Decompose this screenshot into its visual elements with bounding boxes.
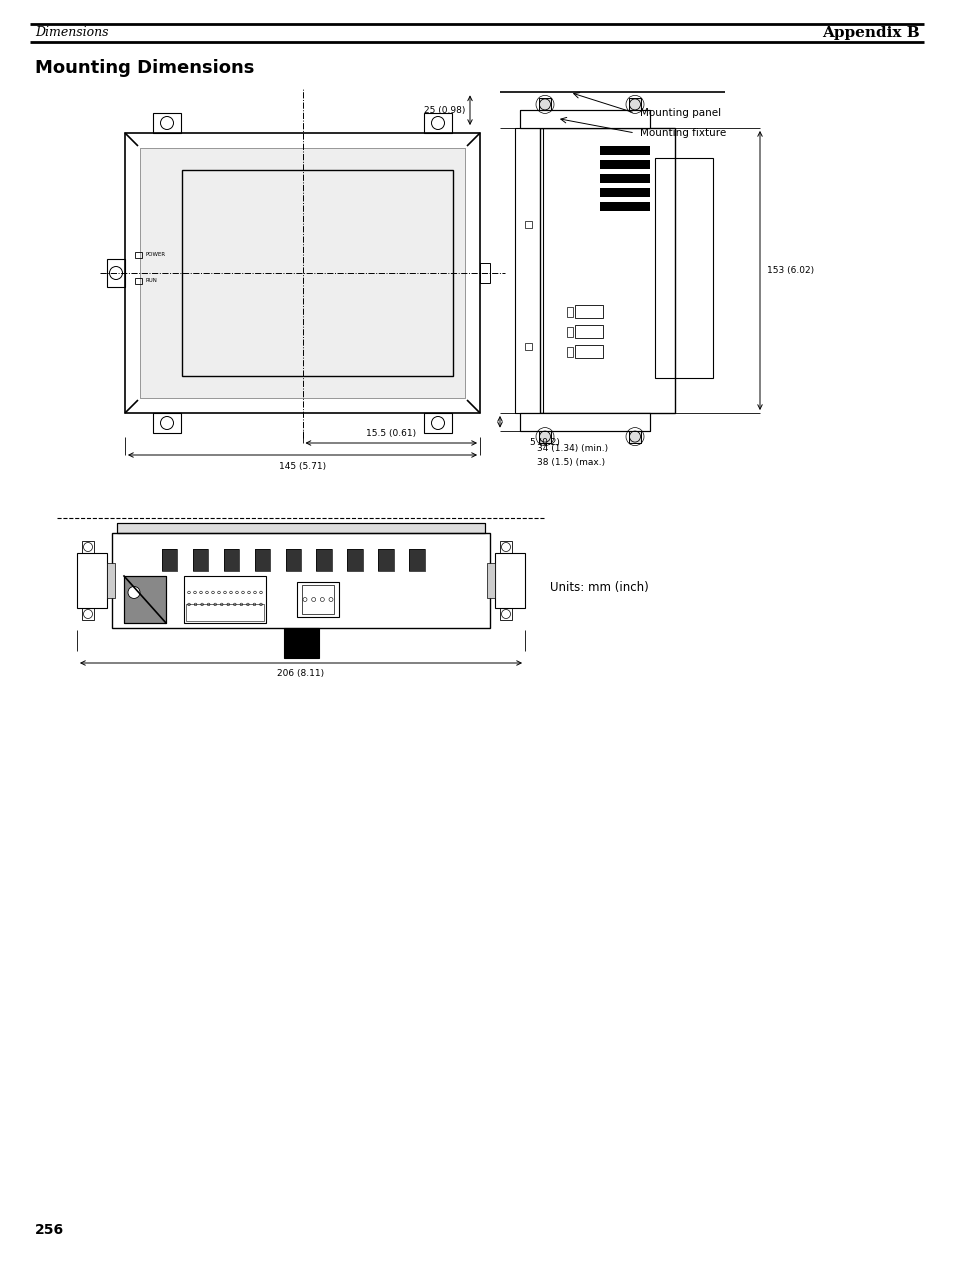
Bar xyxy=(423,113,452,133)
Bar xyxy=(575,325,602,339)
Bar xyxy=(538,431,551,443)
Bar xyxy=(599,160,649,169)
Bar xyxy=(152,413,181,432)
Bar xyxy=(112,533,490,628)
Bar xyxy=(193,549,208,571)
Bar xyxy=(566,347,573,358)
Text: Dimensions: Dimensions xyxy=(35,27,109,39)
Bar xyxy=(254,549,270,571)
Bar xyxy=(107,563,115,598)
Bar xyxy=(409,549,424,571)
Bar xyxy=(575,306,602,318)
Text: Mounting panel: Mounting panel xyxy=(639,108,720,118)
Bar xyxy=(302,585,334,614)
Bar xyxy=(538,99,551,110)
Bar xyxy=(82,607,94,620)
Bar xyxy=(283,628,318,658)
Bar xyxy=(296,582,338,618)
Text: 5 (0.2): 5 (0.2) xyxy=(530,437,559,446)
Text: Units: mm (inch): Units: mm (inch) xyxy=(550,582,648,595)
Bar xyxy=(499,607,512,620)
Text: 206 (8.11): 206 (8.11) xyxy=(277,670,324,678)
Bar xyxy=(628,99,640,110)
Bar xyxy=(628,431,640,443)
Bar xyxy=(224,549,239,571)
Bar xyxy=(107,259,125,287)
Bar xyxy=(519,110,649,128)
Bar xyxy=(124,576,166,623)
Bar xyxy=(377,549,394,571)
Bar xyxy=(539,128,675,413)
Bar xyxy=(186,604,264,620)
Text: 145 (5.71): 145 (5.71) xyxy=(278,462,326,470)
Text: 15.5 (0.61): 15.5 (0.61) xyxy=(366,429,416,437)
Bar xyxy=(599,174,649,183)
Bar xyxy=(316,549,332,571)
Bar xyxy=(117,522,484,533)
Bar xyxy=(599,188,649,197)
Bar xyxy=(519,110,649,128)
Bar xyxy=(184,576,266,623)
Bar xyxy=(285,549,301,571)
Bar xyxy=(575,345,602,358)
Bar xyxy=(285,549,301,571)
Bar xyxy=(479,262,490,283)
Bar xyxy=(254,549,270,571)
Bar xyxy=(499,541,512,553)
Text: 256: 256 xyxy=(35,1224,64,1238)
Bar xyxy=(162,549,177,571)
Bar xyxy=(152,113,181,133)
Bar xyxy=(117,522,484,533)
Bar xyxy=(162,549,177,571)
Text: Mounting Dimensions: Mounting Dimensions xyxy=(35,60,254,77)
Bar xyxy=(423,413,452,432)
Bar xyxy=(599,146,649,155)
Bar xyxy=(628,431,640,443)
Text: 34 (1.34) (min.): 34 (1.34) (min.) xyxy=(537,444,607,453)
Bar xyxy=(524,344,532,350)
Text: Appendix B: Appendix B xyxy=(821,27,919,41)
Text: 38 (1.5) (max.): 38 (1.5) (max.) xyxy=(537,458,604,467)
Bar xyxy=(140,148,464,398)
Bar xyxy=(124,576,166,623)
Bar xyxy=(347,549,362,571)
Bar xyxy=(538,431,551,443)
Bar xyxy=(140,148,464,398)
Bar xyxy=(135,252,141,259)
Bar xyxy=(135,278,141,284)
Bar xyxy=(628,99,640,110)
Text: Mounting fixture: Mounting fixture xyxy=(639,128,725,138)
Circle shape xyxy=(128,586,140,598)
Bar xyxy=(193,549,208,571)
Bar xyxy=(495,553,524,607)
Bar xyxy=(77,553,107,607)
Text: POWER: POWER xyxy=(145,252,165,257)
Bar xyxy=(125,133,479,413)
Bar xyxy=(519,413,649,431)
Bar xyxy=(182,170,453,377)
Bar xyxy=(538,99,551,110)
Bar xyxy=(224,549,239,571)
Bar xyxy=(566,307,573,317)
Bar xyxy=(599,202,649,210)
Bar xyxy=(409,549,424,571)
Text: 25 (0.98): 25 (0.98) xyxy=(423,105,464,114)
Text: 153 (6.02): 153 (6.02) xyxy=(766,266,813,275)
Bar xyxy=(316,549,332,571)
Bar xyxy=(519,413,649,431)
Bar xyxy=(377,549,394,571)
Bar xyxy=(486,563,495,598)
Text: RUN: RUN xyxy=(145,279,156,284)
Bar xyxy=(515,128,542,413)
Bar xyxy=(82,541,94,553)
Bar xyxy=(566,327,573,337)
Bar xyxy=(524,221,532,228)
Bar xyxy=(655,158,712,378)
Bar xyxy=(347,549,362,571)
